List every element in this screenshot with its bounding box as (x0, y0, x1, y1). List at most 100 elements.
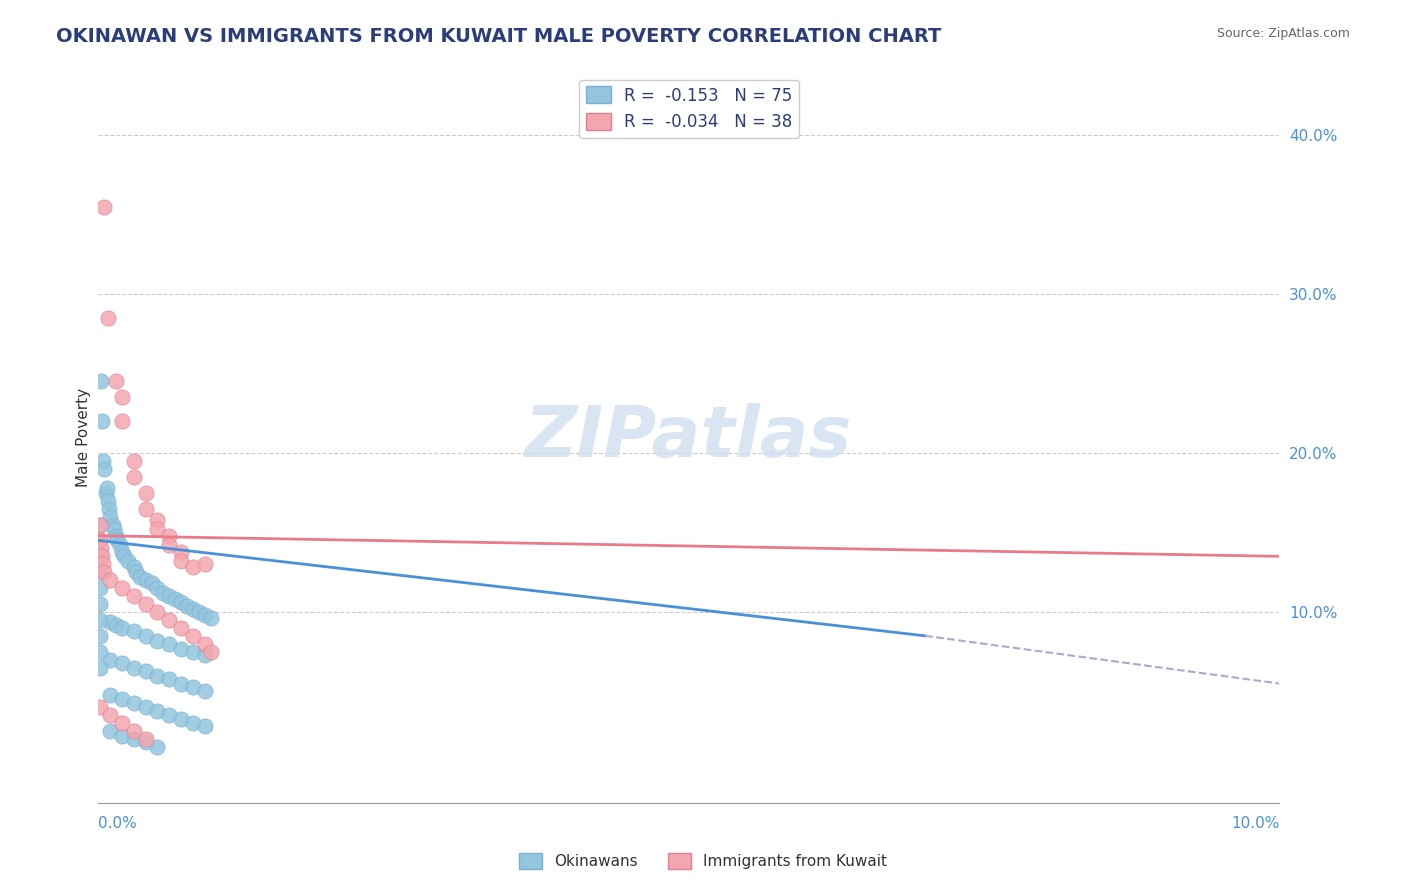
Point (105, 529, 128, 543)
Text: 0.0%: 0.0% (98, 815, 138, 830)
Point (91, 549, 114, 564)
Text: OKINAWAN VS IMMIGRANTS FROM KUWAIT MALE POVERTY CORRELATION CHART: OKINAWAN VS IMMIGRANTS FROM KUWAIT MALE … (56, 27, 942, 45)
Point (89, 533, 111, 548)
Point (89, 517, 111, 532)
Point (111, 544, 134, 558)
Point (181, 629, 204, 643)
Point (200, 611, 222, 625)
Point (194, 648, 217, 662)
Point (152, 586, 174, 600)
Point (112, 549, 135, 564)
Point (89, 645, 111, 659)
Point (170, 544, 193, 558)
Point (91, 454, 114, 468)
Point (93, 462, 115, 476)
Point (194, 637, 217, 651)
Point (181, 645, 204, 659)
Point (176, 599, 198, 613)
Point (170, 712, 193, 726)
Point (122, 560, 145, 574)
Point (157, 672, 180, 686)
Point (98, 501, 121, 516)
Point (111, 692, 134, 706)
Point (194, 719, 217, 733)
Point (111, 390, 134, 404)
Point (135, 664, 157, 678)
Point (89, 660, 111, 674)
Point (146, 581, 169, 595)
Point (98, 708, 121, 723)
Point (128, 570, 150, 584)
Point (135, 732, 157, 747)
Point (170, 641, 193, 656)
Point (122, 732, 145, 747)
Point (135, 629, 157, 643)
Point (117, 554, 139, 568)
Point (101, 517, 124, 532)
Point (94, 485, 117, 500)
Point (98, 688, 121, 702)
Point (98, 724, 121, 739)
Point (135, 501, 157, 516)
Text: 10.0%: 10.0% (1232, 815, 1279, 830)
Point (89, 566, 111, 580)
Legend: Okinawans, Immigrants from Kuwait: Okinawans, Immigrants from Kuwait (513, 847, 893, 875)
Point (165, 592, 187, 607)
Point (170, 595, 193, 609)
Point (135, 597, 157, 611)
Point (89, 581, 111, 595)
Point (98, 615, 121, 629)
Point (135, 700, 157, 714)
Point (98, 653, 121, 667)
Y-axis label: Male Poverty: Male Poverty (76, 387, 91, 487)
Point (122, 624, 145, 638)
Point (98, 509, 121, 524)
Point (122, 724, 145, 739)
Point (125, 566, 148, 580)
Point (108, 538, 131, 552)
Point (200, 645, 222, 659)
Point (89, 629, 111, 643)
Point (89, 700, 111, 714)
Point (96, 481, 118, 495)
Point (105, 533, 128, 548)
Point (146, 740, 169, 755)
Point (122, 589, 145, 603)
Point (122, 470, 145, 484)
Text: Source: ZipAtlas.com: Source: ZipAtlas.com (1216, 27, 1350, 40)
Point (146, 605, 169, 619)
Point (122, 696, 145, 710)
Point (135, 573, 157, 587)
Point (146, 513, 169, 527)
Point (157, 529, 180, 543)
Point (170, 621, 193, 635)
Point (111, 656, 134, 670)
Point (157, 613, 180, 627)
Point (157, 589, 180, 603)
Point (90, 541, 112, 556)
Point (122, 660, 145, 674)
Point (93, 566, 115, 580)
Point (103, 522, 125, 536)
Point (157, 637, 180, 651)
Point (170, 676, 193, 690)
Point (93, 200, 115, 214)
Point (141, 576, 163, 591)
Text: ZIPatlas: ZIPatlas (526, 402, 852, 472)
Point (170, 554, 193, 568)
Point (157, 538, 180, 552)
Point (89, 533, 111, 548)
Point (181, 716, 204, 731)
Point (181, 602, 204, 616)
Point (97, 493, 120, 508)
Point (90, 375, 112, 389)
Point (122, 454, 145, 468)
Point (181, 560, 204, 574)
Point (146, 522, 169, 536)
Point (91, 558, 114, 572)
Point (157, 708, 180, 723)
Point (89, 517, 111, 532)
Point (89, 597, 111, 611)
Point (89, 613, 111, 627)
Point (146, 668, 169, 682)
